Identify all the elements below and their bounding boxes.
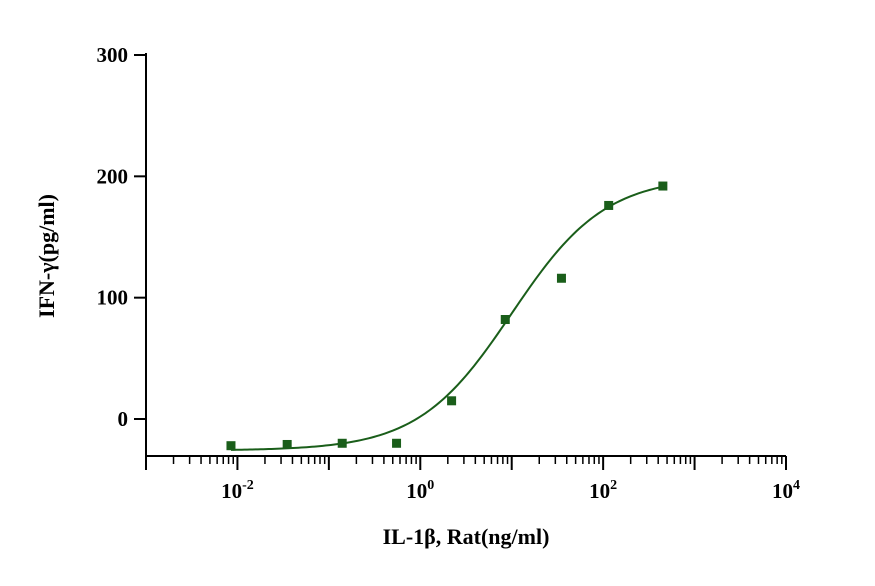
x-tick-label: 10-2 (221, 478, 254, 503)
x-tick-label: 100 (406, 478, 434, 503)
fit-curve-group (230, 185, 664, 451)
data-point (392, 438, 402, 448)
data-point (500, 315, 510, 325)
axes: 0 100 200 300 10-2 100 102 104 (97, 43, 801, 503)
data-point (226, 441, 236, 451)
data-point (282, 439, 292, 449)
y-tick-label: 100 (97, 286, 129, 310)
data-point (337, 438, 347, 448)
data-point (447, 396, 457, 406)
data-point (604, 200, 614, 210)
x-tick-label: 104 (772, 478, 800, 503)
x-tick-label: 102 (589, 478, 617, 503)
fit-curve (230, 185, 664, 451)
y-tick-label: 200 (97, 164, 129, 188)
x-axis-label: IL-1β, Rat(ng/ml) (383, 524, 550, 549)
y-tick-label: 0 (118, 407, 129, 431)
y-tick-label: 300 (97, 43, 129, 67)
data-point (556, 273, 566, 283)
y-axis-label: IFN-γ(pg/ml) (34, 194, 59, 318)
data-points (226, 181, 668, 451)
data-point (658, 181, 668, 191)
